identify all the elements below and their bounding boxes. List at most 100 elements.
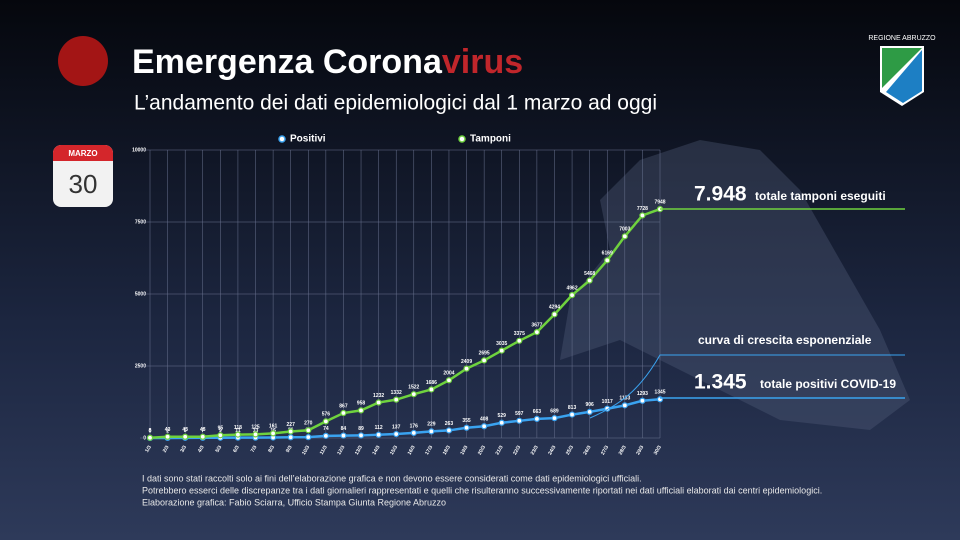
subtitle: L’andamento dei dati epidemiologici dal … xyxy=(134,92,657,115)
point xyxy=(146,434,154,441)
data-label: 408 xyxy=(480,417,489,423)
data-label: 9 xyxy=(219,428,222,434)
y-tick-label: 0 xyxy=(143,435,146,441)
note: Elaborazione grafica: Fabio Sciarra, Uff… xyxy=(142,497,446,507)
legend-marker xyxy=(278,135,286,143)
title: Emergenza Coronavirus xyxy=(132,43,523,81)
point xyxy=(639,212,646,219)
calendar: MARZO 30 xyxy=(53,145,113,207)
x-tick-label: 9/3 xyxy=(285,444,294,453)
calendar-day: 30 xyxy=(69,169,98,199)
data-label: 1293 xyxy=(637,391,648,397)
data-label: 8 xyxy=(149,428,152,434)
data-label: 161 xyxy=(269,424,278,430)
x-tick-label: 30/3 xyxy=(653,444,663,456)
data-label: 529 xyxy=(498,413,507,419)
annotation-text: curva di crescita esponenziale xyxy=(698,333,872,347)
data-label: 7728 xyxy=(637,206,648,212)
data-label: 13 xyxy=(253,428,259,434)
data-label: 11 xyxy=(235,428,241,434)
legend-label: Tamponi xyxy=(470,134,511,145)
data-label: 43 xyxy=(200,427,206,433)
data-label: 263 xyxy=(445,421,454,427)
data-label: 270 xyxy=(304,421,313,427)
point xyxy=(516,337,523,344)
point xyxy=(305,427,312,434)
point xyxy=(568,291,576,299)
data-label: 89 xyxy=(358,426,364,432)
data-label: 3677 xyxy=(531,322,542,328)
data-label: 663 xyxy=(533,409,542,415)
point xyxy=(340,432,347,439)
exp-curve xyxy=(589,354,905,419)
data-label: 958 xyxy=(357,401,366,407)
data-label: 7 xyxy=(201,428,204,434)
title-accent: virus xyxy=(442,43,523,81)
data-label: 1345 xyxy=(654,390,665,396)
logo-text: REGIONE ABRUZZO xyxy=(868,35,936,42)
data-label: 229 xyxy=(427,422,436,428)
point xyxy=(217,432,224,439)
x-tick-label: 22/3 xyxy=(512,444,522,456)
data-label: 813 xyxy=(568,405,577,411)
x-tick-label: 16/3 xyxy=(407,444,417,456)
data-label: 2409 xyxy=(461,359,472,365)
data-label: 5 xyxy=(184,428,187,434)
point xyxy=(428,386,435,393)
calendar-band xyxy=(53,145,113,161)
title-main: Emergenza Corona xyxy=(132,43,443,81)
data-label: 7003 xyxy=(619,227,630,233)
data-label: 1686 xyxy=(426,380,437,386)
data-label: 4962 xyxy=(567,285,578,291)
point xyxy=(357,432,365,439)
point xyxy=(568,411,576,418)
data-label: 74 xyxy=(323,426,329,432)
y-tick-label: 10000 xyxy=(132,147,146,153)
x-tick-label: 3/3 xyxy=(179,444,188,453)
point xyxy=(287,428,294,435)
point xyxy=(410,429,417,437)
annotation-number: 7.948 xyxy=(694,183,747,206)
annotation-number: 1.345 xyxy=(694,371,747,394)
point xyxy=(498,419,505,426)
x-tick-label: 27/3 xyxy=(600,444,610,456)
y-tick-label: 5000 xyxy=(135,291,146,297)
point xyxy=(481,423,488,430)
point xyxy=(533,415,540,423)
y-tick-label: 7500 xyxy=(135,219,146,225)
point xyxy=(428,428,435,435)
point xyxy=(445,427,453,434)
data-label: 597 xyxy=(515,411,524,417)
annotation-text: totale positivi COVID-19 xyxy=(760,377,896,391)
plot: 0 2500 5000 7500 10000 1/3 2/3 3/3 4/3 5/3 6/3 7/3 8… xyxy=(132,134,666,456)
point xyxy=(322,418,329,425)
data-label: 5468 xyxy=(584,271,595,277)
data-label: 867 xyxy=(339,403,348,409)
x-tick-label: 24/3 xyxy=(547,444,557,456)
x-tick-label: 23/3 xyxy=(530,444,540,456)
point xyxy=(551,415,558,422)
point xyxy=(516,417,523,424)
data-label: 6169 xyxy=(602,251,613,257)
point xyxy=(252,431,259,438)
note: I dati sono stati raccolti solo ai fini … xyxy=(142,473,642,483)
data-label: 1133 xyxy=(619,396,630,402)
point xyxy=(533,329,540,336)
point xyxy=(234,431,242,438)
data-label: 2004 xyxy=(443,371,454,377)
x-tick-label: 26/3 xyxy=(582,444,592,456)
data-label: 43 xyxy=(182,427,188,433)
point xyxy=(375,431,382,438)
point xyxy=(621,233,628,240)
x-tick-label: 29/3 xyxy=(635,444,645,456)
x-tick-label: 4/3 xyxy=(197,444,206,453)
data-label: 7948 xyxy=(654,199,665,205)
point xyxy=(270,430,277,437)
legend-marker xyxy=(458,135,466,143)
legend-label: Positivi xyxy=(290,134,326,145)
data-label: 3035 xyxy=(496,341,507,347)
logo-green xyxy=(882,48,922,88)
point xyxy=(199,433,206,440)
